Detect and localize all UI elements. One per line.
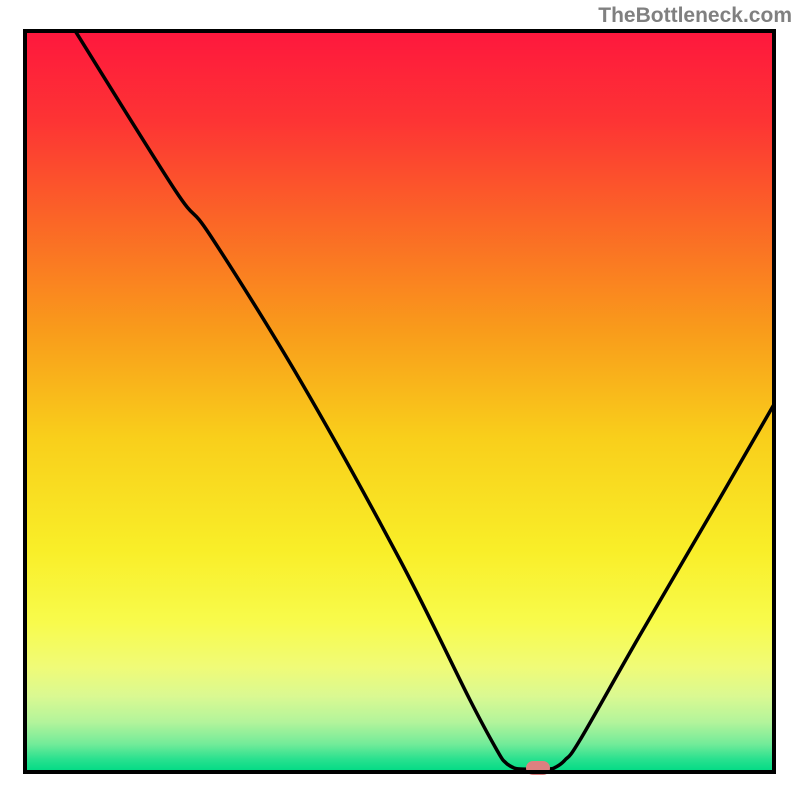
bottleneck-chart <box>0 0 800 800</box>
gradient-background <box>27 33 772 770</box>
watermark-text: TheBottleneck.com <box>598 4 792 28</box>
